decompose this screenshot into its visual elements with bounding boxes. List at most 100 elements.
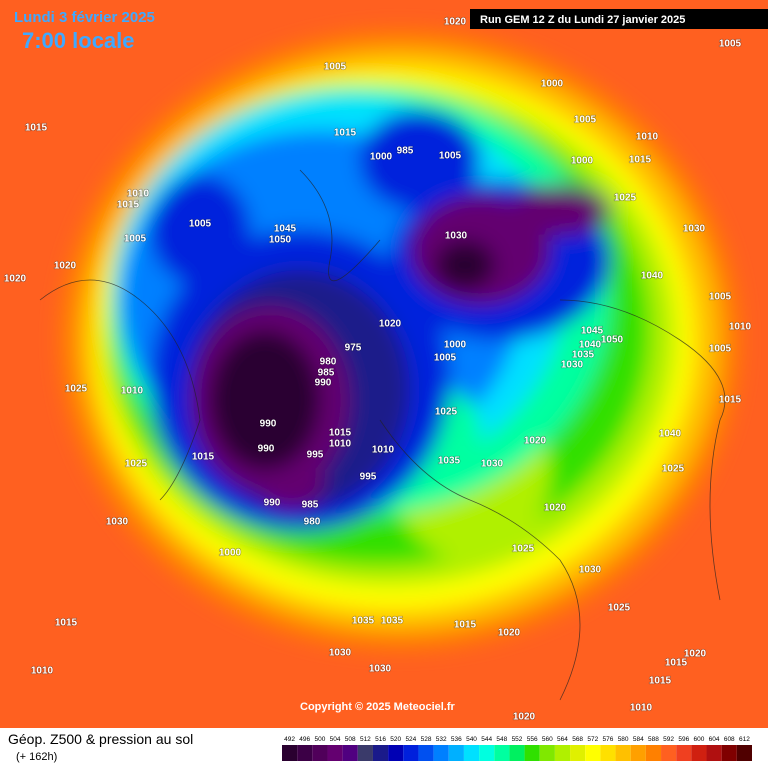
pressure-label: 1040	[641, 271, 664, 282]
scale-label: 572	[587, 736, 598, 743]
pressure-label: 1015	[665, 658, 688, 669]
scale-swatch	[342, 745, 358, 761]
pressure-label: 1020	[379, 319, 402, 330]
pressure-label: 1005	[434, 353, 457, 364]
pressure-label: 1025	[435, 407, 458, 418]
scale-swatch	[645, 745, 662, 761]
pressure-label: 1035	[438, 456, 461, 467]
pressure-label: 1020	[513, 712, 536, 723]
scale-swatch	[524, 745, 540, 761]
pressure-label: 980	[304, 517, 321, 528]
pressure-label: 1010	[372, 445, 395, 456]
scale-label: 492	[284, 736, 295, 743]
pressure-label: 1030	[445, 231, 468, 242]
pressure-label: 990	[260, 419, 277, 430]
scale-label: 508	[345, 736, 356, 743]
pressure-label: 1015	[329, 428, 352, 439]
pressure-label: 1030	[561, 360, 584, 371]
pressure-label: 1005	[709, 344, 732, 355]
scale-label: 540	[466, 736, 477, 743]
scale-label: 552	[512, 736, 523, 743]
scale-label: 556	[527, 736, 538, 743]
pressure-label: 1005	[324, 62, 347, 73]
pressure-label: 1010	[636, 132, 659, 143]
pressure-label: 1015	[719, 395, 742, 406]
scale-label: 596	[678, 736, 689, 743]
scale-label: 564	[557, 736, 568, 743]
scale-swatch	[736, 745, 752, 761]
scale-swatch	[509, 745, 525, 761]
scale-swatch	[327, 745, 343, 761]
scale-label: 568	[572, 736, 583, 743]
scale-label: 592	[663, 736, 674, 743]
valid-date: Lundi 3 février 2025	[14, 9, 155, 26]
scale-label: 520	[390, 736, 401, 743]
pressure-label: 1020	[524, 436, 547, 447]
pressure-label: 990	[315, 378, 332, 389]
pressure-label: 1020	[684, 649, 707, 660]
scale-swatch	[448, 745, 464, 761]
pressure-label: 1050	[601, 335, 624, 346]
pressure-label: 1020	[54, 261, 77, 272]
pressure-label: 1005	[574, 115, 597, 126]
pressure-label: 1030	[579, 565, 602, 576]
pressure-label: 1040	[579, 340, 602, 351]
pressure-label: 1000	[444, 340, 467, 351]
pressure-label: 1030	[329, 648, 352, 659]
scale-label: 544	[481, 736, 492, 743]
run-box	[470, 9, 768, 29]
pressure-label: 1005	[439, 151, 462, 162]
pressure-label: 975	[345, 343, 362, 354]
pressure-label: 1015	[117, 200, 140, 211]
legend-lead: (+ 162h)	[16, 751, 57, 763]
scale-label: 516	[375, 736, 386, 743]
pressure-label: 995	[360, 472, 377, 483]
scale-swatch	[554, 745, 571, 761]
pressure-label: 1025	[125, 459, 148, 470]
pressure-label: 1030	[481, 459, 504, 470]
copyright: Copyright © 2025 Meteociel.fr	[300, 701, 456, 713]
pressure-label: 1015	[454, 620, 477, 631]
pressure-label: 990	[264, 498, 281, 509]
scale-swatch	[297, 745, 313, 761]
pressure-label: 1005	[189, 219, 212, 230]
scale-label: 496	[299, 736, 310, 743]
pressure-label: 1045	[581, 326, 604, 337]
pressure-label: 1010	[630, 703, 653, 714]
scale-label: 500	[314, 736, 325, 743]
pressure-label: 1010	[127, 189, 150, 200]
scale-swatch	[585, 745, 601, 761]
pressure-label: 1025	[608, 603, 631, 614]
pressure-label: 1010	[121, 386, 144, 397]
color-scale: 492 496 500 504 508 512 516 520 524 528 532 536 540 5…	[282, 736, 752, 761]
pressure-label: 1010	[31, 666, 54, 677]
scale-swatch	[570, 745, 586, 761]
pressure-label: 1015	[649, 676, 672, 687]
scale-label: 532	[436, 736, 447, 743]
scale-label: 600	[694, 736, 705, 743]
scale-label: 548	[496, 736, 507, 743]
pressure-label: 1040	[659, 429, 682, 440]
scale-label: 608	[724, 736, 735, 743]
scale-swatch	[721, 745, 737, 761]
scale-swatch	[312, 745, 328, 761]
scale-label: 612	[739, 736, 750, 743]
pressure-label: 985	[318, 368, 335, 379]
scale-label: 576	[603, 736, 614, 743]
scale-swatch	[691, 745, 707, 761]
scale-swatch	[433, 745, 449, 761]
pressure-label: 985	[302, 500, 319, 511]
scale-swatch	[539, 745, 555, 761]
scale-swatch	[372, 745, 389, 761]
scale-swatch	[479, 745, 495, 761]
pressure-label: 1025	[614, 193, 637, 204]
pressure-label: 990	[258, 444, 275, 455]
scale-label: 504	[330, 736, 341, 743]
pressure-label: 1005	[709, 292, 732, 303]
scale-label: 580	[618, 736, 629, 743]
pressure-label: 1020	[4, 274, 27, 285]
scale-swatch	[388, 745, 404, 761]
pressure-label: 985	[397, 146, 414, 157]
scale-swatch	[706, 745, 722, 761]
scale-label: 584	[633, 736, 644, 743]
